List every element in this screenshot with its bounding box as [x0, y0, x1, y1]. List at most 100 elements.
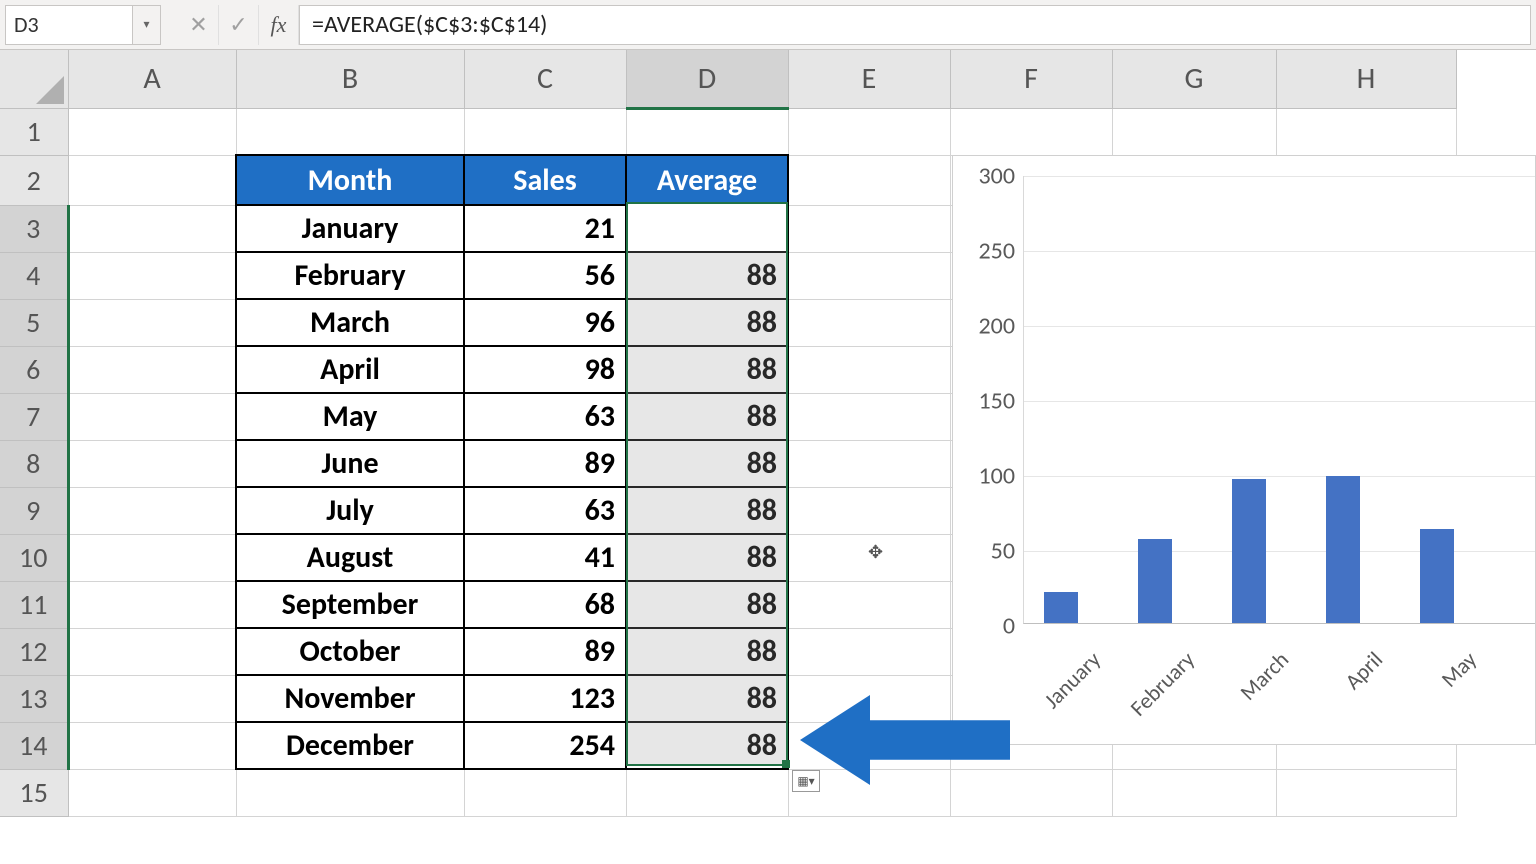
- autofill-options-button[interactable]: ▦▾: [792, 770, 820, 792]
- cell-A10[interactable]: [68, 534, 236, 581]
- cell-E9[interactable]: [788, 487, 950, 534]
- cell-B10[interactable]: August: [236, 534, 464, 581]
- cell-E6[interactable]: [788, 346, 950, 393]
- cell-E3[interactable]: [788, 205, 950, 252]
- cell-C5[interactable]: 96: [464, 299, 626, 346]
- cell-A1[interactable]: [68, 108, 236, 155]
- row-header-14[interactable]: 14: [0, 722, 68, 769]
- cell-A9[interactable]: [68, 487, 236, 534]
- column-header-D[interactable]: D: [626, 50, 788, 108]
- cell-E1[interactable]: [788, 108, 950, 155]
- cell-A8[interactable]: [68, 440, 236, 487]
- cell-A6[interactable]: [68, 346, 236, 393]
- cell-E14[interactable]: [788, 722, 950, 769]
- row-header-5[interactable]: 5: [0, 299, 68, 346]
- select-all-corner[interactable]: [0, 50, 68, 108]
- cell-C6[interactable]: 98: [464, 346, 626, 393]
- cell-C2[interactable]: Sales: [464, 155, 626, 205]
- cell-D14[interactable]: 88: [626, 722, 788, 769]
- cell-D12[interactable]: 88: [626, 628, 788, 675]
- cell-F1[interactable]: [950, 108, 1112, 155]
- cell-B7[interactable]: May: [236, 393, 464, 440]
- cell-A14[interactable]: [68, 722, 236, 769]
- fx-icon[interactable]: fx: [259, 5, 299, 45]
- cell-A11[interactable]: [68, 581, 236, 628]
- row-header-3[interactable]: 3: [0, 205, 68, 252]
- cell-C9[interactable]: 63: [464, 487, 626, 534]
- formula-input[interactable]: =AVERAGE($C$3:$C$14): [299, 5, 1531, 45]
- cancel-formula-icon[interactable]: ✕: [179, 5, 219, 45]
- column-chart[interactable]: 050100150200250300JanuaryFebruaryMarchAp…: [952, 155, 1536, 745]
- cell-H1[interactable]: [1276, 108, 1456, 155]
- cell-D3[interactable]: 88: [626, 205, 788, 252]
- cell-A13[interactable]: [68, 675, 236, 722]
- column-header-A[interactable]: A: [68, 50, 236, 108]
- column-header-G[interactable]: G: [1112, 50, 1276, 108]
- cell-C8[interactable]: 89: [464, 440, 626, 487]
- cell-E7[interactable]: [788, 393, 950, 440]
- cell-E8[interactable]: [788, 440, 950, 487]
- cell-E2[interactable]: [788, 155, 950, 205]
- cell-D9[interactable]: 88: [626, 487, 788, 534]
- cell-H15[interactable]: [1276, 769, 1456, 816]
- row-header-1[interactable]: 1: [0, 108, 68, 155]
- row-header-6[interactable]: 6: [0, 346, 68, 393]
- cell-D13[interactable]: 88: [626, 675, 788, 722]
- cell-D10[interactable]: 88: [626, 534, 788, 581]
- column-header-H[interactable]: H: [1276, 50, 1456, 108]
- row-header-9[interactable]: 9: [0, 487, 68, 534]
- cell-E11[interactable]: [788, 581, 950, 628]
- cell-C14[interactable]: 254: [464, 722, 626, 769]
- column-header-B[interactable]: B: [236, 50, 464, 108]
- row-header-12[interactable]: 12: [0, 628, 68, 675]
- cell-B6[interactable]: April: [236, 346, 464, 393]
- cell-B11[interactable]: September: [236, 581, 464, 628]
- cell-B2[interactable]: Month: [236, 155, 464, 205]
- cell-D1[interactable]: [626, 108, 788, 155]
- cell-E12[interactable]: [788, 628, 950, 675]
- row-header-8[interactable]: 8: [0, 440, 68, 487]
- cell-B15[interactable]: [236, 769, 464, 816]
- cell-B13[interactable]: November: [236, 675, 464, 722]
- row-header-7[interactable]: 7: [0, 393, 68, 440]
- cell-A15[interactable]: [68, 769, 236, 816]
- name-box-dropdown[interactable]: ▾: [133, 5, 161, 45]
- cell-G15[interactable]: [1112, 769, 1276, 816]
- column-header-C[interactable]: C: [464, 50, 626, 108]
- cell-A4[interactable]: [68, 252, 236, 299]
- cell-C3[interactable]: 21: [464, 205, 626, 252]
- cell-C1[interactable]: [464, 108, 626, 155]
- cell-D15[interactable]: [626, 769, 788, 816]
- cell-E13[interactable]: [788, 675, 950, 722]
- cell-C11[interactable]: 68: [464, 581, 626, 628]
- cell-D2[interactable]: Average: [626, 155, 788, 205]
- column-header-F[interactable]: F: [950, 50, 1112, 108]
- cell-A3[interactable]: [68, 205, 236, 252]
- cell-C12[interactable]: 89: [464, 628, 626, 675]
- cell-B12[interactable]: October: [236, 628, 464, 675]
- cell-B5[interactable]: March: [236, 299, 464, 346]
- cell-C10[interactable]: 41: [464, 534, 626, 581]
- cell-F15[interactable]: [950, 769, 1112, 816]
- cell-A7[interactable]: [68, 393, 236, 440]
- cell-G1[interactable]: [1112, 108, 1276, 155]
- cell-D8[interactable]: 88: [626, 440, 788, 487]
- row-header-13[interactable]: 13: [0, 675, 68, 722]
- row-header-4[interactable]: 4: [0, 252, 68, 299]
- row-header-15[interactable]: 15: [0, 769, 68, 816]
- row-header-2[interactable]: 2: [0, 155, 68, 205]
- cell-B9[interactable]: July: [236, 487, 464, 534]
- cell-D11[interactable]: 88: [626, 581, 788, 628]
- cell-C4[interactable]: 56: [464, 252, 626, 299]
- row-header-10[interactable]: 10: [0, 534, 68, 581]
- cell-B8[interactable]: June: [236, 440, 464, 487]
- cell-B14[interactable]: December: [236, 722, 464, 769]
- cell-D4[interactable]: 88: [626, 252, 788, 299]
- cell-B4[interactable]: February: [236, 252, 464, 299]
- cell-E5[interactable]: [788, 299, 950, 346]
- cell-C7[interactable]: 63: [464, 393, 626, 440]
- name-box[interactable]: D3: [5, 5, 133, 45]
- cell-C15[interactable]: [464, 769, 626, 816]
- cell-A12[interactable]: [68, 628, 236, 675]
- cell-E4[interactable]: [788, 252, 950, 299]
